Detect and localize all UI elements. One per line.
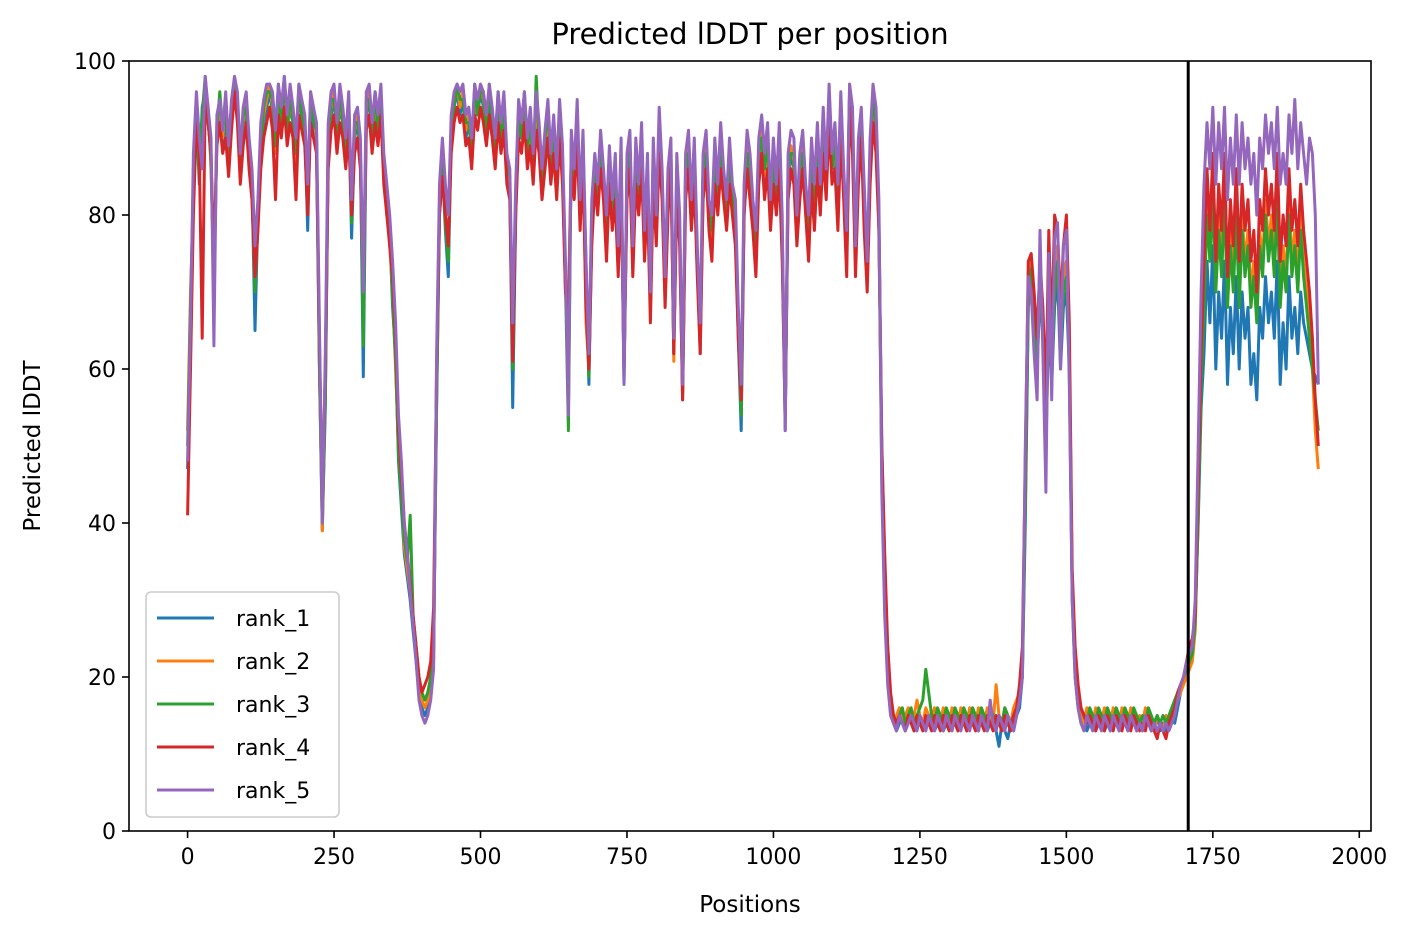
legend-label-rank-1: rank_1: [236, 607, 310, 632]
y-tick-label: 40: [88, 512, 116, 537]
plot-frame: [128, 60, 1372, 832]
y-tick-label: 80: [88, 204, 116, 229]
y-tick-label: 0: [102, 820, 116, 845]
legend-box: [145, 591, 340, 818]
y-axis: 0 20 40 60 80 100: [74, 50, 129, 845]
legend-label-rank-2: rank_2: [236, 650, 310, 675]
x-tick-label: 1500: [1038, 845, 1094, 870]
series-line-rank-5: [186, 74, 1320, 733]
x-tick-label: 750: [606, 845, 648, 870]
x-tick-label: 1750: [1185, 845, 1241, 870]
y-tick-label: 20: [88, 666, 116, 691]
y-tick-label: 60: [88, 358, 116, 383]
x-tick-label: 2000: [1331, 845, 1387, 870]
x-axis-label: Positions: [699, 892, 801, 918]
legend-label-rank-3: rank_3: [236, 693, 310, 718]
series-layer: [186, 74, 1320, 748]
chart-title: Predicted lDDT per position: [551, 17, 948, 51]
x-tick-label: 1000: [745, 845, 801, 870]
legend-label-rank-5: rank_5: [236, 779, 310, 804]
legend: rank_1 rank_2 rank_3 rank_4 rank_5: [145, 591, 340, 818]
x-tick-label: 0: [181, 845, 195, 870]
y-tick-label: 100: [74, 50, 116, 75]
y-axis-label: Predicted lDDT: [20, 359, 46, 531]
x-tick-label: 250: [313, 845, 355, 870]
legend-label-rank-4: rank_4: [236, 736, 310, 761]
x-axis: 0 250 500 750 1000 1250 1500 1750 2000: [181, 831, 1387, 870]
x-tick-label: 500: [460, 845, 502, 870]
x-tick-label: 1250: [892, 845, 948, 870]
